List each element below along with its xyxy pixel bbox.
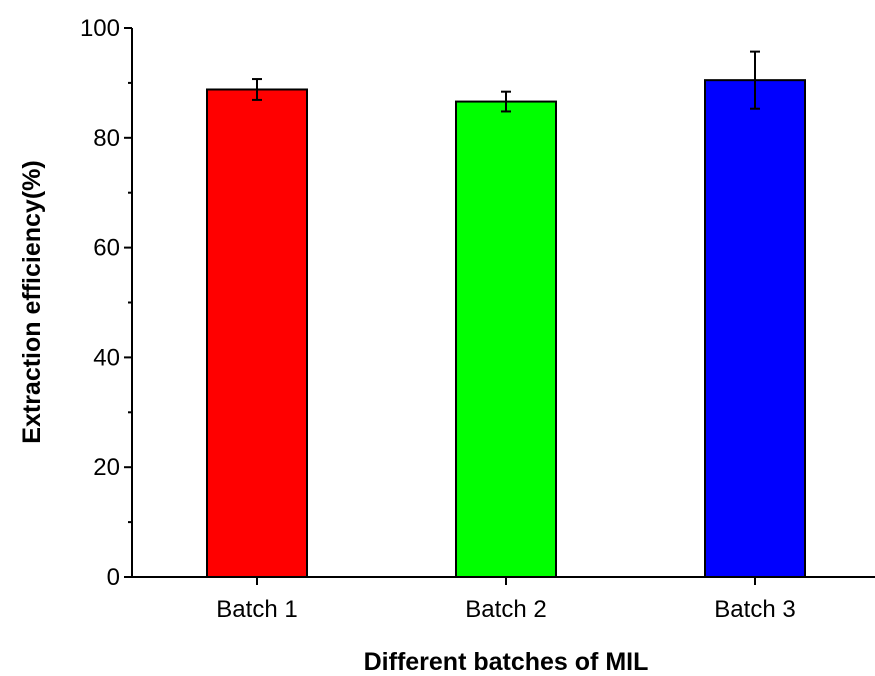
y-tick-label-40: 40 — [93, 344, 120, 371]
bar-2 — [455, 100, 557, 578]
error-bars-group — [252, 50, 760, 113]
y-tick-label-80: 80 — [93, 125, 120, 152]
x-tick-label-3: Batch 3 — [714, 596, 795, 623]
bars-group — [206, 79, 806, 578]
bar-3 — [704, 79, 806, 578]
y-tick-label-60: 60 — [93, 235, 120, 262]
y-tick-label-0: 0 — [107, 564, 120, 591]
x-tick-label-1: Batch 1 — [216, 596, 297, 623]
y-axis-title: Extraction efficiency(%) — [18, 160, 46, 443]
x-axis-title: Different batches of MIL — [364, 648, 649, 676]
ticks-group: 0 20 40 60 80 100 Batch 1 Batch 2 Batch 3 — [80, 15, 796, 623]
x-tick-label-2: Batch 2 — [465, 596, 546, 623]
bar-1 — [206, 88, 308, 578]
y-tick-label-100: 100 — [80, 15, 120, 42]
y-tick-label-20: 20 — [93, 454, 120, 481]
